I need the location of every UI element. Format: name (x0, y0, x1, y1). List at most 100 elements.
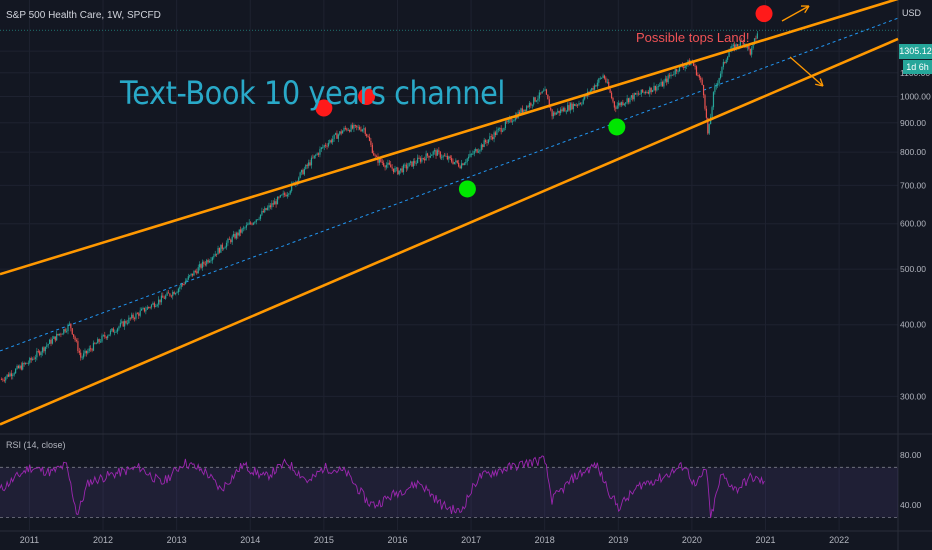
candle-body (417, 157, 419, 164)
candle-body (388, 162, 390, 165)
down-arrow (789, 56, 824, 87)
candle-body (48, 339, 51, 345)
candle-body (75, 340, 78, 342)
candle-body (169, 293, 171, 296)
candle-body (58, 333, 61, 335)
candle-body (705, 108, 707, 118)
candle-body (41, 347, 44, 353)
candle-body (383, 162, 385, 166)
candle-body (265, 208, 267, 210)
candle-body (489, 136, 491, 140)
candle-body (671, 74, 674, 76)
candle-body (380, 158, 382, 162)
candle-body (576, 104, 579, 106)
candle-body (238, 229, 240, 236)
candle-body (387, 162, 389, 166)
candle-body (521, 108, 523, 113)
candle-body (289, 190, 291, 194)
candle-body (74, 336, 76, 341)
candle-body (460, 163, 463, 169)
candle-body (642, 89, 644, 93)
candle-body (285, 194, 287, 197)
candle-body (724, 61, 726, 63)
candle-body (132, 314, 134, 319)
candle-body (394, 168, 396, 173)
candle-body (749, 48, 751, 55)
candle-body (126, 323, 129, 324)
candle-body (200, 264, 202, 268)
candle-body (514, 115, 516, 121)
price-tick-label: 900.00 (900, 118, 926, 128)
candle-body (217, 248, 219, 255)
candle-body (391, 167, 393, 169)
candle-body (592, 88, 594, 90)
candle-body (712, 92, 715, 108)
candle-body (237, 232, 239, 236)
arrow-head (819, 78, 824, 87)
candle-body (44, 346, 46, 352)
candle-body (57, 333, 59, 335)
candle-body (165, 295, 167, 299)
candle-body (596, 82, 599, 87)
candle-body (308, 162, 310, 166)
candle-body (275, 201, 277, 205)
candle-body (20, 365, 22, 370)
channel-upper-line (0, 0, 899, 276)
candle-body (569, 103, 572, 111)
candle-body (565, 111, 567, 113)
candle-body (10, 373, 12, 377)
candle-body (191, 273, 194, 276)
candle-body (136, 313, 138, 315)
candle-body (609, 88, 611, 93)
candle-body (0, 379, 3, 381)
candle-body (605, 78, 607, 83)
candle-body (208, 261, 211, 263)
candle-body (725, 59, 727, 63)
price-axis-labels: 300.00 400.00 500.00 600.00 700.00 800.00 900.… (900, 46, 931, 401)
candle-body (29, 358, 31, 363)
candle-body (63, 329, 65, 334)
candle-body (343, 127, 345, 132)
candle-body (172, 291, 174, 297)
candle-body (459, 166, 461, 169)
candle-body (67, 324, 69, 332)
candle-body (299, 172, 301, 178)
candle-body (54, 336, 56, 341)
candle-body (36, 351, 38, 358)
candle-body (64, 329, 66, 332)
candle-body (574, 104, 576, 106)
candle-body (428, 155, 430, 158)
candle-body (250, 222, 252, 224)
candle-body (152, 303, 154, 305)
candle-body (503, 127, 505, 131)
candle-body (323, 145, 325, 148)
candle-body (24, 362, 27, 365)
candle-body (718, 78, 720, 84)
candle-body (203, 261, 205, 264)
candle-body (676, 69, 678, 72)
candle-body (231, 236, 233, 243)
candle-body (510, 118, 512, 123)
candle-body (732, 44, 734, 46)
candle-body (30, 358, 32, 360)
candle-body (452, 161, 454, 164)
candle-body (53, 336, 55, 339)
candle-body (714, 86, 716, 93)
candle-body (439, 151, 441, 158)
candle-body (37, 351, 39, 352)
candle-body (639, 93, 641, 95)
candle-body (445, 155, 447, 157)
candle-body (708, 124, 710, 134)
candle-body (157, 299, 160, 305)
candle-body (533, 97, 535, 105)
candle-body (368, 137, 371, 141)
candle-body (354, 124, 356, 126)
candle-body (108, 334, 110, 336)
candle-body (644, 91, 647, 93)
candle-body (374, 155, 376, 157)
candle-body (309, 162, 311, 166)
candle-body (446, 155, 448, 160)
candle-body (513, 120, 515, 122)
year-tick-label: 2014 (240, 535, 260, 545)
